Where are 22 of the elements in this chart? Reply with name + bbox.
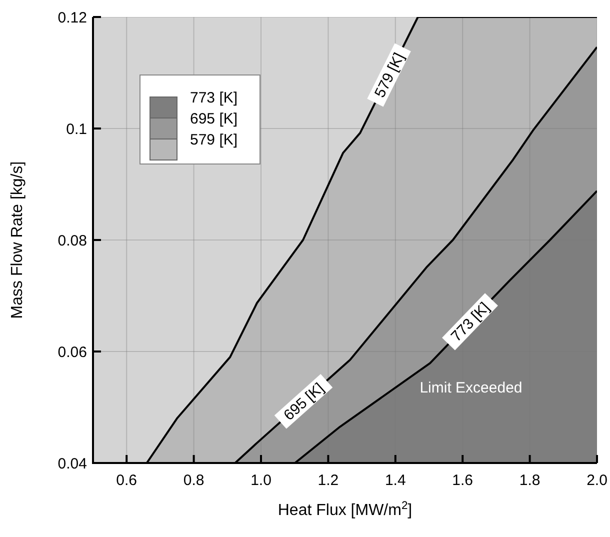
y-axis-title: Mass Flow Rate [kg/s] <box>9 161 26 319</box>
text: 579 [K] <box>371 50 408 100</box>
y-tick-label: 0.1 <box>66 120 87 138</box>
legend-label: 579 [K] <box>190 131 238 148</box>
x-tick-label: 1.6 <box>452 472 474 489</box>
x-tick-label: 0.8 <box>183 472 204 489</box>
annotation: Limit Exceeded <box>420 379 522 396</box>
legend-label: 773 [K] <box>190 89 238 106</box>
x-tick-label: 1.8 <box>519 472 540 489</box>
y-tick-label: 0.06 <box>58 344 87 361</box>
x-tick-label: 1.4 <box>384 472 406 489</box>
y-tick-label: 0.12 <box>58 9 87 26</box>
text: 695 [K] <box>280 380 328 424</box>
text: 773 [K] <box>448 299 494 346</box>
x-tick-label: 1.2 <box>318 472 339 489</box>
y-tick-label: 0.04 <box>58 455 87 472</box>
y-tick-label: 0.08 <box>58 232 87 250</box>
x-tick-label: 0.6 <box>116 472 138 489</box>
legend-label: 695 [K] <box>190 110 238 128</box>
x-tick-label: 1.0 <box>250 472 272 489</box>
x-tick-label: 2.0 <box>586 472 608 489</box>
x-axis-title: Heat Flux [MW/m$^{2}$] <box>278 500 412 519</box>
